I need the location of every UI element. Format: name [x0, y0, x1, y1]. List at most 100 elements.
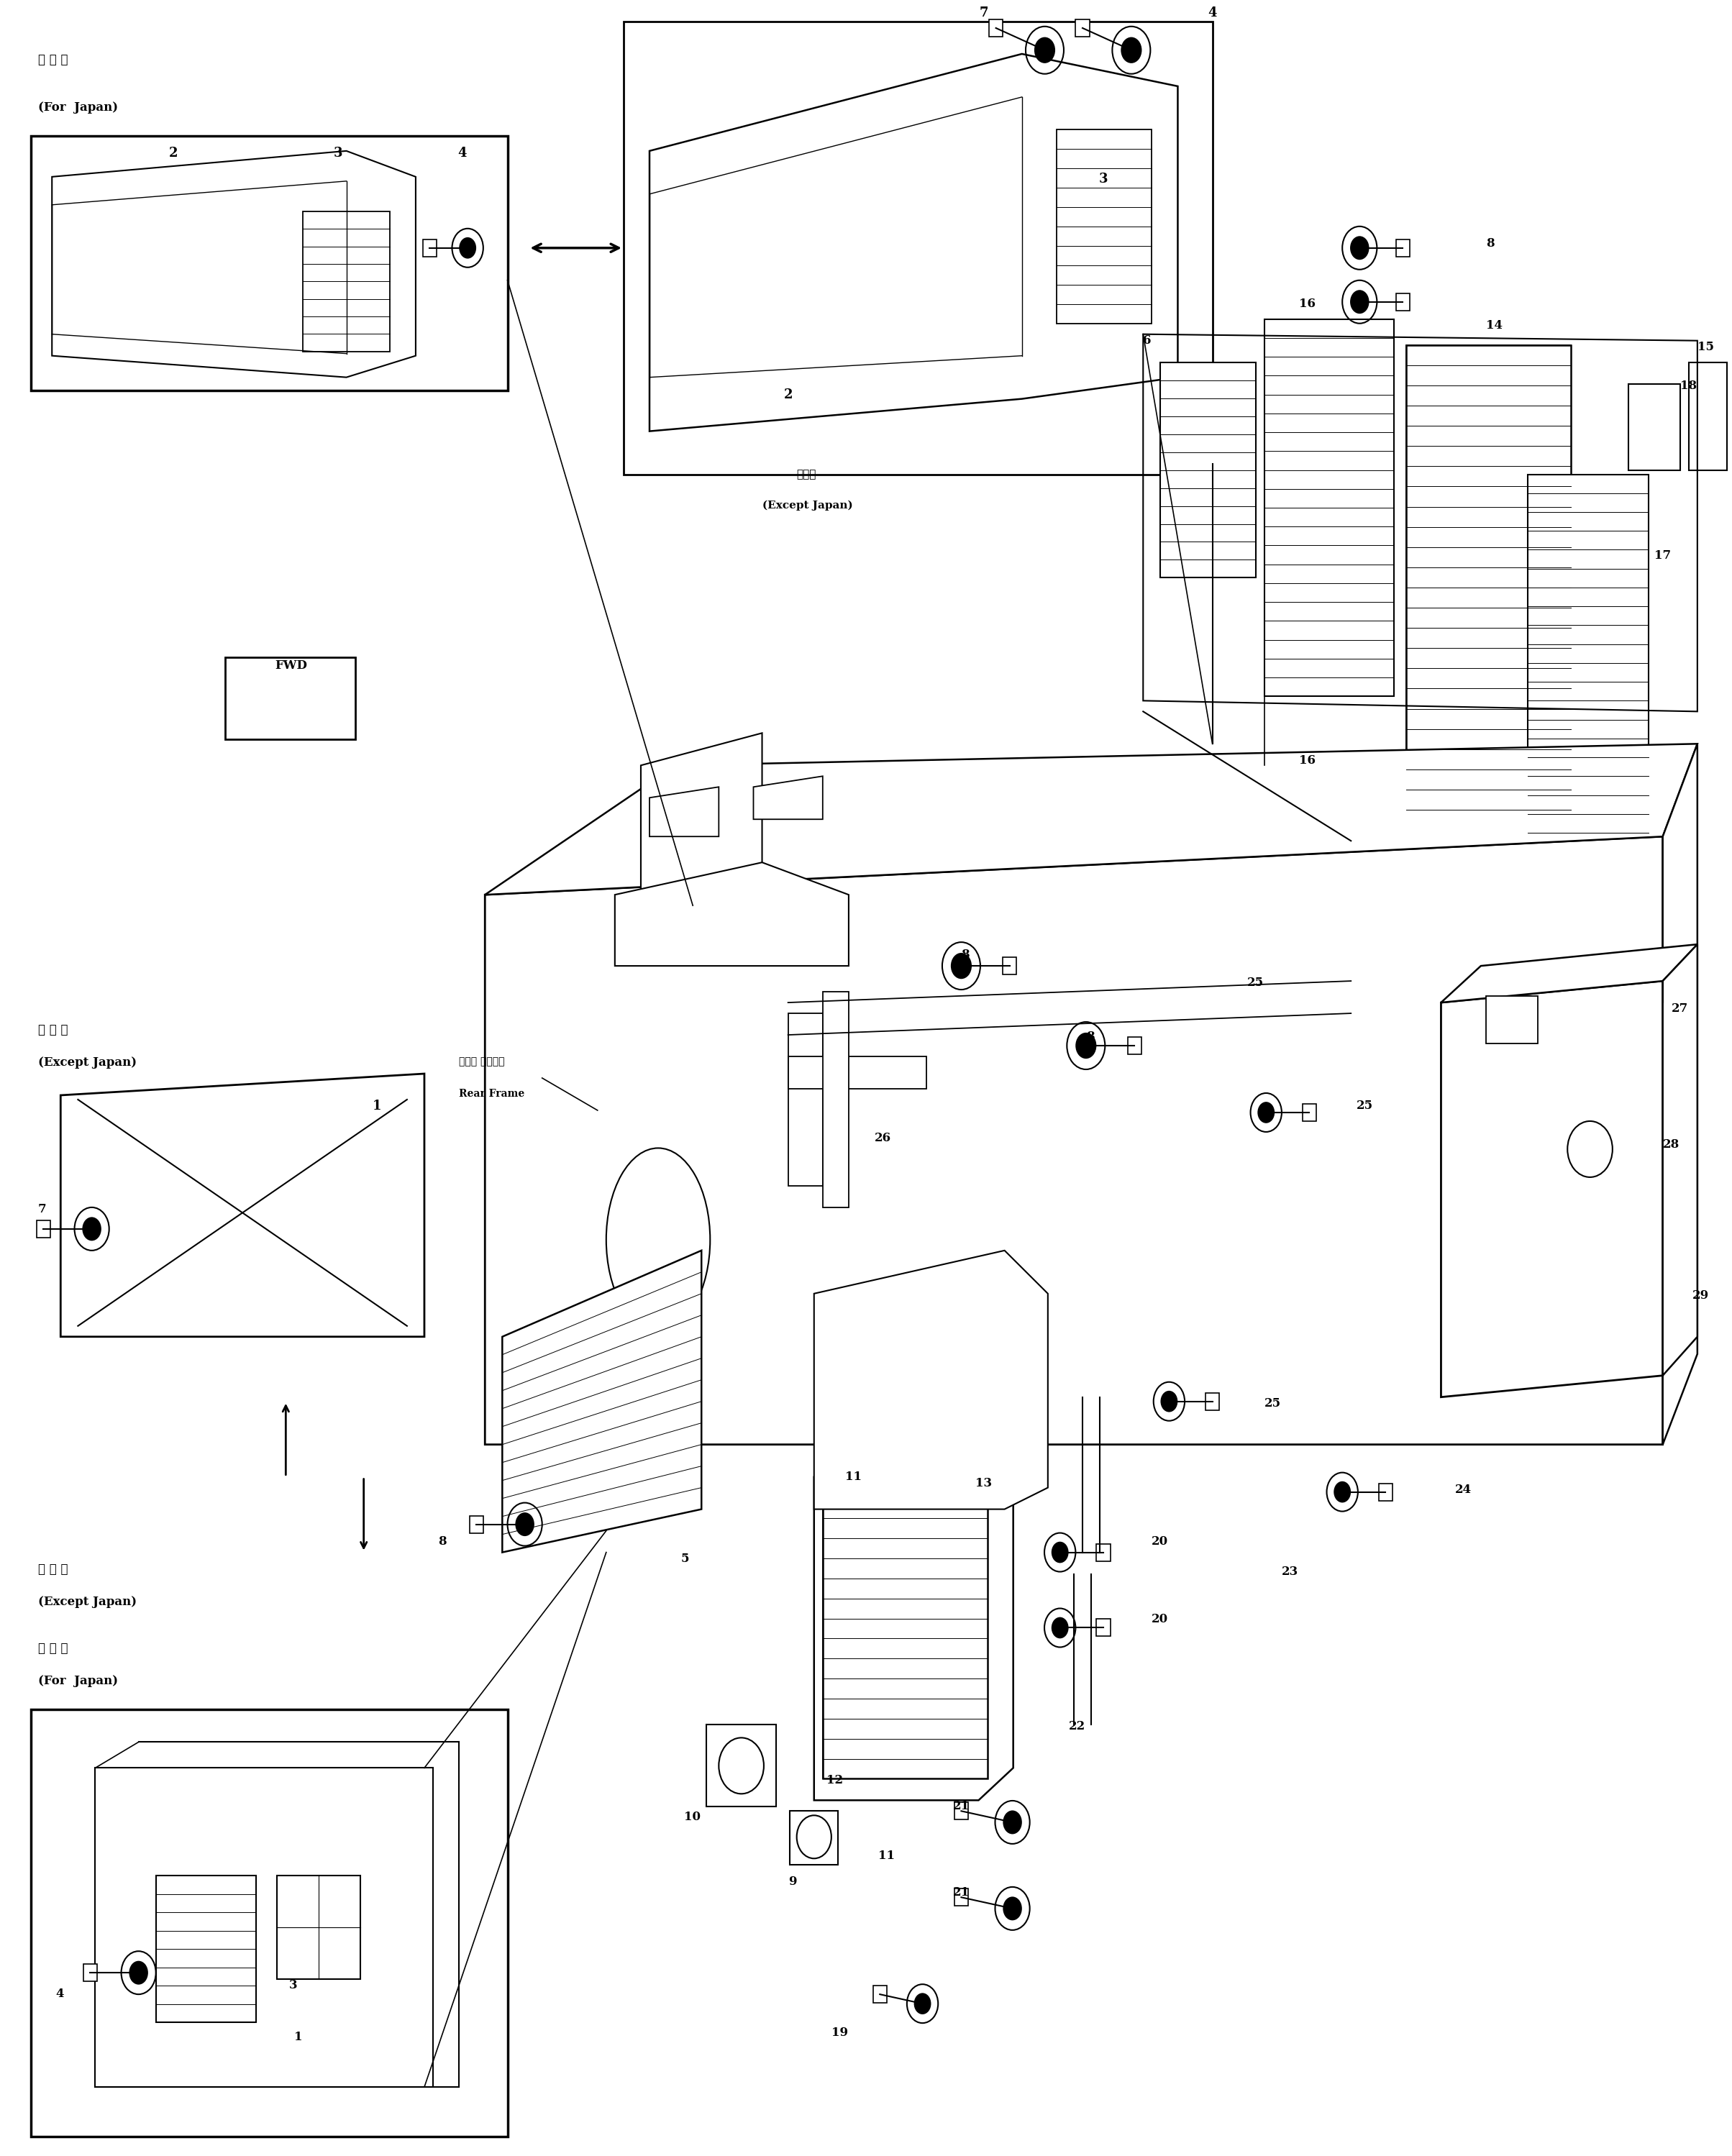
Polygon shape	[1441, 981, 1663, 1397]
Polygon shape	[814, 1250, 1048, 1509]
Circle shape	[1121, 37, 1141, 63]
Circle shape	[1334, 1481, 1351, 1503]
Bar	[423, 239, 436, 257]
Text: 11: 11	[845, 1470, 863, 1483]
Text: 4: 4	[55, 1988, 64, 2001]
Circle shape	[1003, 1897, 1022, 1921]
Polygon shape	[485, 744, 1697, 895]
Text: 20: 20	[1152, 1535, 1169, 1548]
Bar	[823, 1498, 987, 1779]
Bar	[502, 1337, 701, 1552]
Text: (Except Japan): (Except Japan)	[38, 1056, 137, 1069]
Text: 27: 27	[1671, 1003, 1689, 1015]
Text: 25: 25	[1264, 1397, 1282, 1410]
Bar	[823, 992, 849, 1207]
Text: 2: 2	[168, 147, 178, 160]
Text: 10: 10	[684, 1811, 701, 1824]
Text: (Except Japan): (Except Japan)	[762, 500, 852, 511]
Text: 8: 8	[1486, 237, 1495, 250]
Bar	[788, 1013, 823, 1186]
Text: 25: 25	[1356, 1100, 1373, 1112]
Bar	[1689, 362, 1727, 470]
Bar	[823, 1498, 987, 1779]
Bar	[1096, 1544, 1110, 1561]
Polygon shape	[1663, 944, 1697, 1376]
Text: 16: 16	[1299, 298, 1316, 310]
Text: 4: 4	[457, 147, 468, 160]
Text: 8: 8	[438, 1535, 447, 1548]
Bar	[83, 1964, 97, 1981]
Bar	[469, 1516, 483, 1533]
Bar	[1406, 345, 1571, 830]
Text: 3: 3	[1098, 172, 1108, 185]
Text: 28: 28	[1663, 1138, 1680, 1151]
Polygon shape	[1441, 944, 1697, 1003]
Bar	[707, 1725, 776, 1807]
Bar	[1379, 1483, 1393, 1501]
Circle shape	[516, 1514, 535, 1535]
Circle shape	[914, 1992, 932, 2014]
Text: (For  Japan): (For Japan)	[38, 1675, 118, 1688]
Text: 13: 13	[975, 1477, 992, 1490]
Circle shape	[951, 953, 972, 979]
Polygon shape	[52, 151, 416, 377]
Text: 16: 16	[1299, 755, 1316, 768]
Polygon shape	[1663, 744, 1697, 1445]
Bar	[277, 1876, 360, 1979]
Bar	[1486, 996, 1538, 1044]
Bar	[225, 658, 355, 740]
Polygon shape	[641, 733, 762, 916]
Text: 3: 3	[333, 147, 343, 160]
Text: 国 内 向: 国 内 向	[38, 54, 68, 67]
Bar	[303, 211, 390, 351]
Text: 21: 21	[953, 1886, 970, 1899]
Text: 12: 12	[826, 1774, 843, 1787]
Text: 17: 17	[1654, 550, 1671, 563]
Text: 6: 6	[1143, 334, 1152, 347]
Text: 7: 7	[38, 1203, 47, 1216]
Circle shape	[1051, 1617, 1069, 1639]
Bar	[1528, 474, 1649, 852]
Bar	[1076, 19, 1089, 37]
Circle shape	[83, 1216, 100, 1242]
Bar	[1264, 319, 1394, 696]
Circle shape	[1034, 37, 1055, 63]
Bar	[1396, 293, 1410, 310]
Polygon shape	[502, 1250, 701, 1552]
Text: 23: 23	[1282, 1565, 1299, 1578]
Circle shape	[1257, 1102, 1275, 1123]
Bar	[624, 22, 1212, 474]
Circle shape	[459, 237, 476, 259]
Circle shape	[128, 1962, 147, 1986]
Text: 2: 2	[783, 388, 793, 401]
Text: FWD: FWD	[275, 660, 307, 673]
Bar	[1205, 1393, 1219, 1410]
Bar	[1396, 239, 1410, 257]
Bar	[788, 1056, 927, 1089]
Circle shape	[1160, 1391, 1178, 1412]
Bar	[36, 1220, 50, 1238]
Text: 7: 7	[979, 6, 989, 19]
Text: 22: 22	[1069, 1720, 1086, 1733]
Polygon shape	[485, 837, 1663, 1445]
Circle shape	[1076, 1033, 1096, 1059]
Text: 5: 5	[681, 1552, 689, 1565]
Bar	[1264, 319, 1394, 696]
Circle shape	[1051, 1542, 1069, 1563]
Bar	[1128, 1037, 1141, 1054]
Bar	[1003, 957, 1017, 975]
Text: 26: 26	[875, 1132, 892, 1145]
Text: Rear Frame: Rear Frame	[459, 1089, 525, 1100]
Polygon shape	[814, 1434, 1013, 1800]
Polygon shape	[95, 1768, 433, 2087]
Bar	[954, 1802, 968, 1820]
Text: 8: 8	[961, 949, 970, 962]
Bar	[156, 1876, 256, 2022]
Bar	[989, 19, 1003, 37]
Bar	[1302, 1104, 1316, 1121]
Text: 15: 15	[1697, 341, 1715, 354]
Text: 3: 3	[289, 1979, 298, 1992]
Bar	[1628, 384, 1680, 470]
Polygon shape	[753, 776, 823, 819]
Circle shape	[1003, 1811, 1022, 1835]
